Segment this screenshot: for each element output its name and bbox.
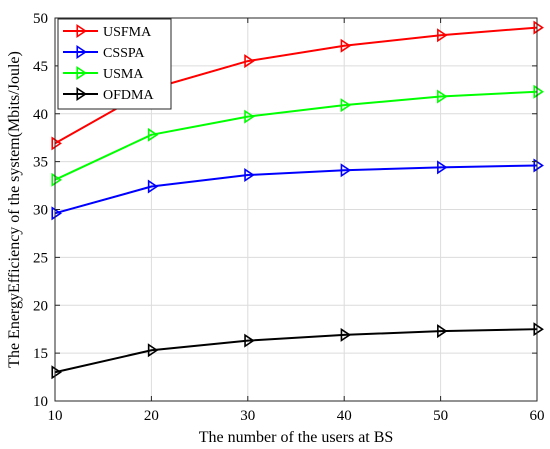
legend-marker: [76, 66, 87, 80]
data-point-marker: [147, 179, 159, 194]
y-tick-label: 50: [33, 11, 48, 27]
data-point-marker: [533, 322, 544, 337]
data-point-marker: [533, 20, 544, 35]
series-line: [54, 328, 538, 374]
series-line: [54, 90, 538, 181]
x-tick-label: 10: [48, 408, 63, 424]
legend-label: USMA: [103, 67, 144, 82]
data-point-marker: [147, 343, 159, 358]
y-tick-label: 10: [33, 394, 48, 410]
series-line: [54, 164, 538, 215]
y-tick-label: 45: [33, 59, 48, 75]
data-point-marker: [147, 127, 159, 142]
y-axis-label: The EnergyEfficiency of the system(Mbits…: [6, 51, 23, 368]
legend-marker: [76, 87, 87, 101]
y-tick-label: 30: [33, 203, 48, 219]
x-axis-label: The number of the users at BS: [199, 429, 394, 446]
data-point-marker: [51, 365, 62, 380]
x-tick-label: 20: [144, 408, 159, 424]
legend-item: USFMA: [63, 24, 152, 40]
data-point-marker: [437, 28, 448, 43]
data-point-marker: [244, 109, 255, 124]
data-point-marker: [533, 158, 544, 173]
x-tick-label: 30: [240, 408, 255, 424]
data-point-marker: [340, 38, 352, 53]
y-tick-label: 15: [33, 346, 48, 362]
series-layer: [51, 20, 544, 380]
data-point-marker: [533, 84, 544, 99]
series-usma: [51, 84, 544, 187]
data-point-marker: [244, 333, 255, 348]
data-point-marker: [244, 168, 255, 183]
data-point-marker: [437, 160, 448, 175]
data-point-marker: [51, 136, 62, 151]
axis-ticks: 10 20 30 40 50 60 10 15 20 25 30 35 40 45 50: [33, 11, 545, 424]
legend-item: OFDMA: [63, 87, 154, 103]
x-tick-label: 60: [530, 408, 545, 424]
series-csspa: [51, 158, 544, 221]
data-point-marker: [340, 163, 352, 178]
data-point-marker: [51, 206, 62, 221]
data-point-marker: [340, 327, 352, 342]
y-tick-label: 40: [33, 107, 48, 123]
legend: USFMA CSSPA USMA OFDMA: [57, 18, 172, 110]
legend-item: CSSPA: [63, 45, 145, 61]
legend-label: USFMA: [103, 25, 152, 40]
legend-label: OFDMA: [103, 88, 154, 103]
y-tick-label: 20: [33, 298, 48, 314]
series-ofdma: [51, 322, 544, 380]
data-point-marker: [51, 172, 62, 187]
legend-item: USMA: [63, 66, 144, 82]
legend-label: CSSPA: [103, 46, 145, 61]
x-tick-label: 40: [337, 408, 352, 424]
data-point-marker: [244, 54, 255, 69]
x-tick-label: 50: [433, 408, 448, 424]
data-point-marker: [340, 98, 352, 113]
y-tick-label: 35: [33, 155, 48, 171]
legend-marker: [76, 24, 87, 38]
data-point-marker: [437, 324, 448, 339]
legend-marker: [76, 45, 87, 59]
y-tick-label: 25: [33, 250, 48, 266]
data-point-marker: [437, 89, 448, 104]
